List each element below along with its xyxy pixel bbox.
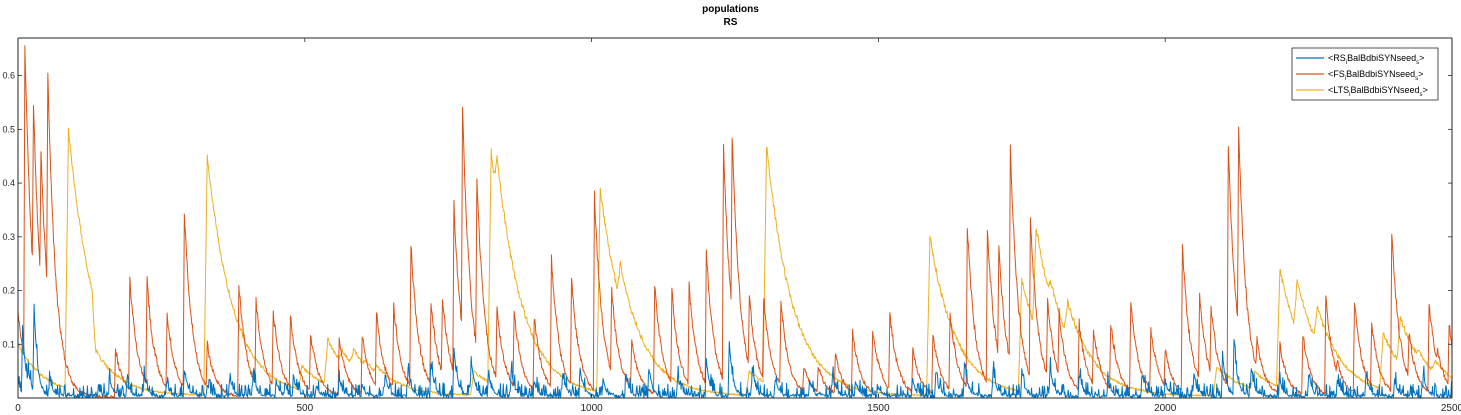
x-tick-label: 500 — [296, 403, 313, 414]
legend-label-rs: <RSiBalBdbiSYNseeds> — [1328, 53, 1424, 66]
chart-title: populations — [702, 4, 759, 15]
y-tick-label: 0.6 — [2, 71, 15, 81]
x-tick-label: 0 — [15, 403, 21, 414]
series-layer — [17, 45, 1453, 399]
legend-label-lts: <LTSiBalBdbiSYNseeds> — [1328, 85, 1428, 98]
x-tick-label: 1000 — [580, 403, 603, 414]
y-tick-label: 0.5 — [2, 124, 15, 134]
x-tick-label: 1500 — [867, 403, 890, 414]
y-tick-label: 0.2 — [2, 286, 15, 296]
tick-layer: 0 500 1000 1500 2000 2500 0.1 0.2 0.3 0.4 0.5 0.6 — [2, 38, 1461, 414]
y-tick-label: 0.3 — [2, 232, 15, 242]
chart-subtitle: RS — [723, 17, 738, 28]
legend-label-fs: <FSiBalBdbiSYNseeds> — [1328, 69, 1423, 82]
x-tick-label: 2000 — [1154, 403, 1177, 414]
axis-layer — [17, 37, 1453, 399]
y-tick-label: 0.4 — [2, 178, 15, 188]
series-line-fs — [17, 45, 1453, 399]
y-tick-label: 0.1 — [2, 339, 15, 349]
x-tick-label: 2500 — [1441, 403, 1461, 414]
series-line-rs — [17, 303, 1453, 399]
legend: <RSiBalBdbiSYNseeds> <FSiBalBdbiSYNseeds… — [1291, 47, 1439, 101]
